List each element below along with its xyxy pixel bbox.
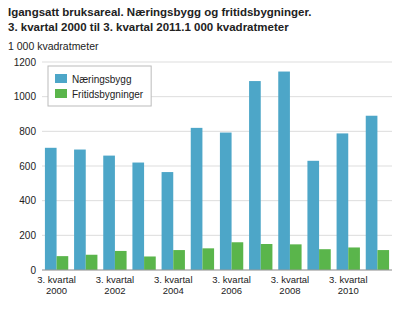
bar	[278, 72, 290, 270]
bar	[261, 244, 273, 270]
grid-line	[42, 270, 392, 271]
bar	[162, 172, 174, 270]
x-tick-label: 3. kvartal2006	[212, 274, 251, 296]
legend: Næringsbygg Fritidsbygninger	[48, 66, 151, 106]
bar	[232, 242, 244, 270]
bar	[103, 156, 115, 270]
bar	[377, 250, 389, 270]
y-tick-label: 200	[19, 230, 36, 241]
legend-label: Fritidsbygninger	[72, 89, 144, 100]
x-tick-label: 3. kvartal2008	[271, 274, 310, 296]
x-tick-label: 3. kvartal2002	[96, 274, 135, 296]
bar	[337, 133, 349, 270]
bar	[202, 248, 214, 270]
legend-box	[48, 66, 151, 106]
legend-label: Næringsbygg	[72, 74, 131, 85]
bar	[348, 247, 360, 270]
x-tick-label: 3. kvartal2010	[329, 274, 368, 296]
x-tick-label: 3. kvartal2004	[154, 274, 193, 296]
bar	[173, 250, 185, 270]
y-tick-label: 1000	[14, 91, 37, 102]
y-tick-label: 0	[30, 265, 36, 276]
title: Igangsatt bruksareal. Næringsbygg og fri…	[8, 6, 312, 18]
bar	[132, 163, 144, 270]
y-tick-label: 800	[19, 126, 36, 137]
bar	[86, 255, 98, 270]
bar	[57, 256, 69, 270]
bar	[307, 161, 319, 270]
y-tick-label: 1200	[14, 57, 37, 68]
bar	[74, 150, 86, 270]
y-tick-label: 400	[19, 195, 36, 206]
bar	[249, 81, 261, 270]
legend-swatch	[55, 74, 67, 83]
bar	[191, 128, 203, 270]
y-tick-label: 600	[19, 161, 36, 172]
grid	[42, 62, 392, 270]
legend-swatch	[55, 89, 67, 98]
bar	[319, 249, 331, 270]
chart: Igangsatt bruksareal. Næringsbygg og fri…	[0, 0, 400, 320]
bar	[220, 133, 232, 270]
bar	[45, 148, 57, 270]
x-axis-line	[42, 270, 392, 271]
bar	[144, 256, 156, 270]
subtitle: 3. kvartal 2000 til 3. kvartal 2011.1 00…	[8, 21, 289, 33]
bar	[115, 251, 127, 270]
bar	[366, 116, 378, 270]
grid-line	[42, 62, 392, 63]
x-tick-label: 3. kvartal2000	[37, 274, 76, 296]
bar	[290, 244, 302, 270]
grid-line	[42, 131, 392, 132]
y-axis-label: 1 000 kvadratmeter	[8, 40, 99, 52]
